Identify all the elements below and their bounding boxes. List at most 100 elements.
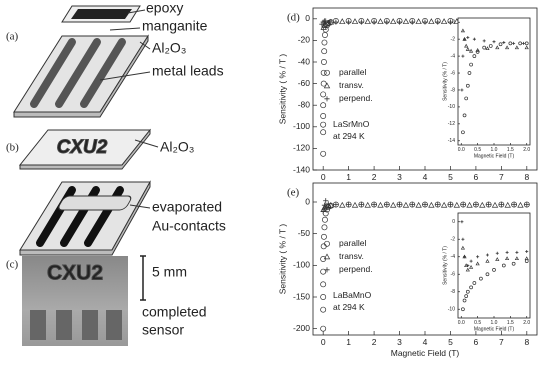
y-tick-label: -14 [448,138,455,144]
marker [428,18,435,24]
marker [488,44,493,48]
marker [473,201,479,208]
marker [525,250,529,253]
marker [321,224,328,231]
marker [358,201,364,208]
x-tick-label: 6 [474,337,479,347]
label: Al₂O₃ [152,40,186,56]
x-tick-label: 0.5 [474,147,481,153]
marker [504,45,510,50]
panel-label: (c) [6,259,19,271]
y-tick-label: -40 [298,56,311,66]
legend-label: perpend. [339,93,373,103]
y-axis-label: Sensitivity ( % / T ) [277,224,287,295]
pointer [109,27,141,31]
x-tick-label: 1.5 [507,147,514,153]
marker [485,253,489,257]
y-tick-label: -2 [451,36,456,42]
marker [384,19,390,25]
marker [482,39,486,43]
marker [514,45,520,50]
pointer [139,41,151,50]
marker [511,201,517,208]
x-tick-label: 1.0 [491,320,498,326]
marker [524,201,530,208]
x-tick-label: 0.0 [458,320,465,326]
marker [447,19,454,25]
marker [371,201,377,208]
marker [504,256,510,261]
x-tick-label: 8 [524,337,529,347]
marker [320,91,327,98]
y-axis-label: Sensitivity (% / T) [442,246,448,285]
marker [320,69,327,76]
marker [476,255,480,259]
marker [518,41,523,46]
photo-lead [82,310,98,340]
marker [462,113,467,118]
x-tick-label: 0.5 [474,320,481,326]
marker [465,289,470,294]
marker [321,202,328,208]
label: Al₂O₃ [160,139,194,155]
marker [415,201,422,208]
marker [475,47,480,52]
x-tick-label: 7 [499,337,504,347]
marker [333,19,339,25]
marker [428,201,435,208]
y-tick-label: -2 [451,237,456,243]
panel-label: (b) [6,142,19,154]
y-tick-label: -80 [298,99,311,109]
marker [475,50,480,54]
marker [495,45,500,50]
panel-label: (e) [287,187,300,199]
marker [325,201,331,207]
marker [492,40,496,44]
marker [479,276,483,281]
marker [479,201,486,208]
y-tick-label: -100 [293,260,310,270]
marker [422,19,428,25]
marker [323,198,329,204]
marker [422,201,428,208]
x-axis-label: Magnetic Field (T) [391,348,460,358]
photo-lead [56,310,72,340]
marker [521,41,525,45]
y-tick-label: 0 [452,219,455,225]
marker [472,54,477,58]
marker [324,69,330,76]
marker [339,201,346,208]
marker [364,201,371,208]
y-tick-label: -50 [298,228,311,238]
annotation: at 294 K [333,302,365,312]
x-tick-label: 5 [448,172,453,182]
x-tick-label: 3 [397,337,402,347]
x-tick-label: 1.5 [507,320,514,326]
marker [469,62,473,67]
marker [409,201,415,208]
marker [396,19,403,25]
marker [461,237,465,241]
marker [321,48,328,55]
y-tick-label: -120 [293,143,310,153]
marker [364,18,371,24]
pointer [134,139,159,148]
marker [485,272,490,277]
marker [486,201,492,208]
marker [320,80,327,87]
marker [498,42,503,47]
marker [460,220,464,224]
x-tick-label: 1 [346,172,351,182]
annotation: LaBaMnO [333,290,372,300]
marker [323,18,329,24]
scale-label: 5 mm [152,264,187,280]
x-tick-label: 2.0 [523,147,530,153]
marker [409,19,415,25]
marker [524,256,529,261]
legend-label: parallel [339,67,367,77]
y-tick-label: -8 [451,87,456,93]
label: metal leads [152,63,224,79]
marker [461,54,465,58]
y-tick-label: -200 [293,323,310,333]
metal-lead [55,38,101,108]
